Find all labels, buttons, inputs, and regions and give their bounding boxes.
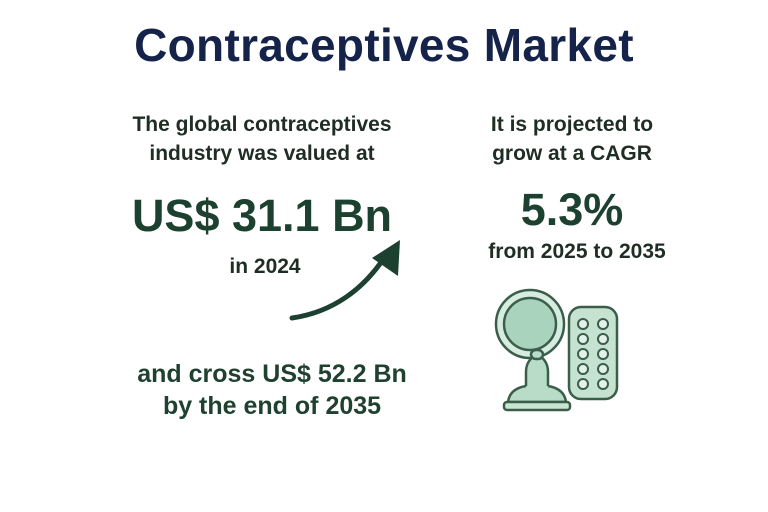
growth-arrow-icon: [289, 240, 400, 321]
market-value: US$ 31.1 Bn: [131, 190, 393, 241]
forecast-line: and cross US$ 52.2 Bn: [137, 360, 407, 388]
forecast-line: by the end of 2035: [162, 392, 382, 420]
forecast-text: and cross US$ 52.2 Bn by the end of 2035: [92, 358, 452, 422]
intro-line: grow at a CAGR: [492, 142, 652, 165]
intro-line: industry was valued at: [149, 142, 375, 165]
page-title: Contraceptives Market: [134, 19, 634, 71]
base-year: in 2024: [229, 255, 301, 278]
contraceptive-ring-icon: [494, 288, 566, 360]
pill-pack-icon: [567, 305, 619, 401]
condom-icon: [502, 348, 572, 412]
cagr-value: 5.3%: [520, 184, 624, 235]
market-value-intro: The global contraceptives industry was v…: [92, 110, 432, 168]
intro-line: The global contraceptives: [132, 113, 392, 136]
intro-line: It is projected to: [490, 113, 654, 136]
cagr-period: from 2025 to 2035: [488, 240, 666, 263]
cagr-intro: It is projected to grow at a CAGR: [452, 110, 692, 168]
